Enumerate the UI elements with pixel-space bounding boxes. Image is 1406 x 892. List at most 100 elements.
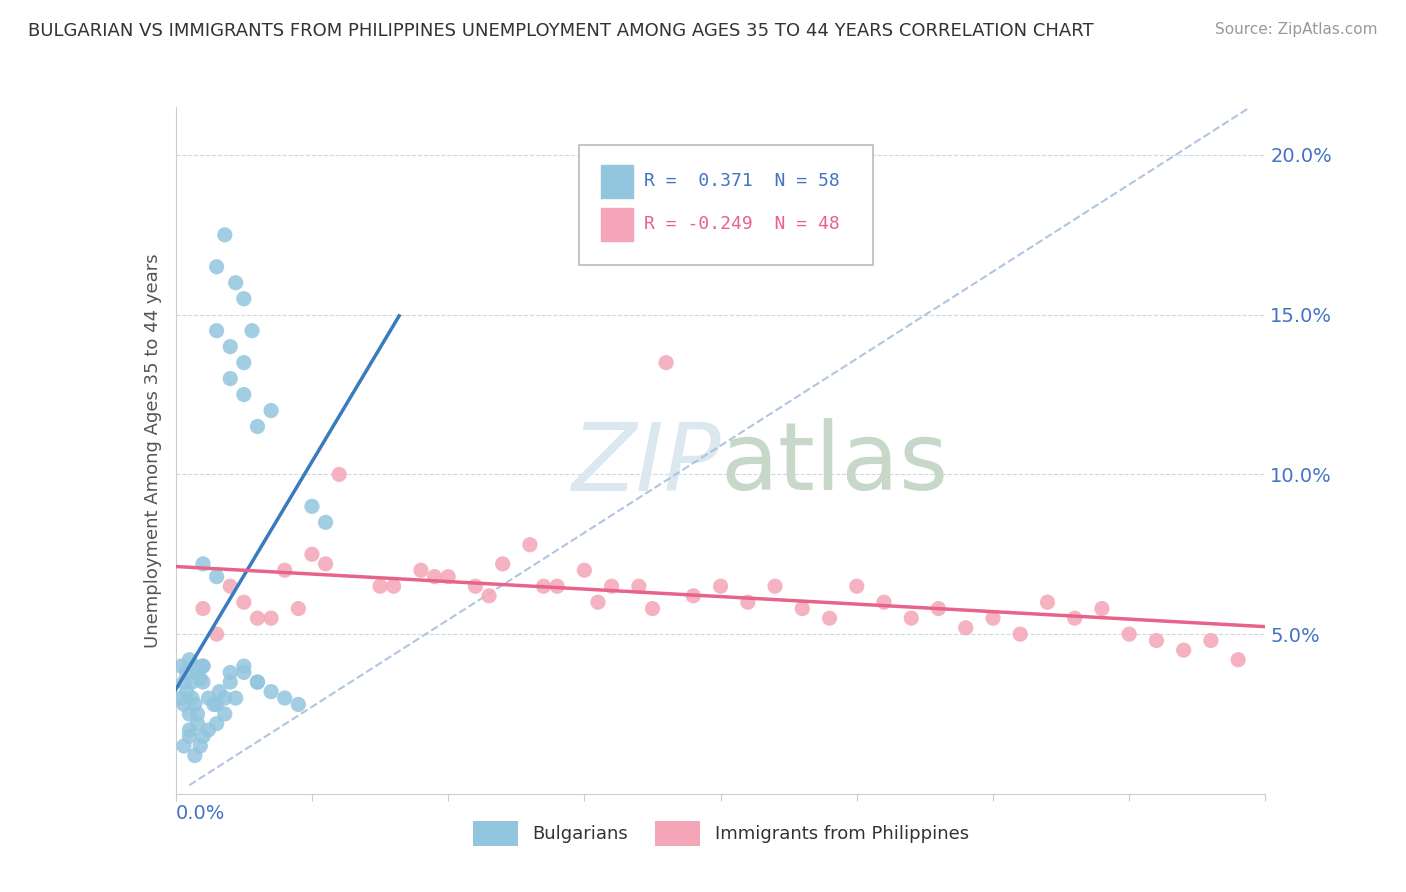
- Point: [627, 579, 650, 593]
- Point: [710, 579, 733, 593]
- Point: [763, 579, 786, 593]
- Point: [1173, 643, 1195, 657]
- Point: [191, 601, 214, 615]
- Point: [232, 665, 254, 680]
- Point: [1227, 653, 1250, 667]
- Point: [179, 653, 201, 667]
- Point: [219, 340, 242, 354]
- Point: [1091, 601, 1114, 615]
- Point: [737, 595, 759, 609]
- Point: [205, 569, 228, 583]
- Point: [202, 698, 225, 712]
- Point: [191, 659, 214, 673]
- Point: [519, 538, 541, 552]
- Point: [1063, 611, 1085, 625]
- Point: [232, 356, 254, 370]
- Point: [179, 730, 201, 744]
- Point: [1144, 633, 1167, 648]
- Point: [315, 516, 337, 530]
- Point: [205, 324, 228, 338]
- Point: [437, 569, 460, 583]
- Point: [225, 276, 247, 290]
- Point: [191, 659, 214, 673]
- Point: [287, 601, 309, 615]
- Point: [301, 547, 323, 561]
- Point: [845, 579, 868, 593]
- Point: [328, 467, 350, 482]
- Point: [873, 595, 896, 609]
- Point: [232, 595, 254, 609]
- Point: [240, 324, 263, 338]
- Point: [184, 698, 207, 712]
- Text: R = -0.249  N = 48: R = -0.249 N = 48: [644, 216, 839, 234]
- Point: [214, 706, 236, 721]
- Bar: [600, 208, 634, 241]
- Point: [188, 739, 211, 753]
- Point: [928, 601, 950, 615]
- Point: [900, 611, 922, 625]
- Point: [186, 706, 209, 721]
- Point: [274, 563, 297, 577]
- Point: [173, 739, 195, 753]
- Point: [1199, 633, 1222, 648]
- Point: [173, 698, 195, 712]
- Point: [181, 691, 204, 706]
- Point: [301, 500, 323, 514]
- Point: [181, 675, 204, 690]
- Point: [219, 665, 242, 680]
- Point: [955, 621, 977, 635]
- Point: [246, 611, 269, 625]
- Point: [219, 371, 242, 385]
- Point: [205, 698, 228, 712]
- Text: Source: ZipAtlas.com: Source: ZipAtlas.com: [1215, 22, 1378, 37]
- Point: [260, 403, 283, 417]
- Point: [574, 563, 596, 577]
- Point: [214, 227, 236, 242]
- Point: [219, 579, 242, 593]
- Point: [188, 672, 211, 686]
- Bar: [600, 165, 634, 198]
- Point: [186, 716, 209, 731]
- Point: [197, 723, 219, 737]
- Point: [208, 684, 231, 698]
- Point: [478, 589, 501, 603]
- Point: [641, 601, 664, 615]
- Point: [179, 706, 201, 721]
- Point: [205, 627, 228, 641]
- Point: [176, 684, 198, 698]
- Point: [315, 557, 337, 571]
- Text: R =  0.371  N = 58: R = 0.371 N = 58: [644, 172, 839, 190]
- Point: [818, 611, 841, 625]
- Point: [533, 579, 555, 593]
- Point: [173, 675, 195, 690]
- Text: 0.0%: 0.0%: [176, 805, 225, 823]
- Point: [197, 691, 219, 706]
- Point: [600, 579, 623, 593]
- Point: [246, 675, 269, 690]
- Point: [682, 589, 704, 603]
- Point: [232, 387, 254, 401]
- Point: [246, 419, 269, 434]
- Point: [981, 611, 1004, 625]
- Point: [423, 569, 446, 583]
- Point: [191, 557, 214, 571]
- Point: [170, 691, 193, 706]
- Point: [586, 595, 609, 609]
- Point: [792, 601, 814, 615]
- Point: [274, 691, 297, 706]
- Point: [179, 723, 201, 737]
- Point: [546, 579, 568, 593]
- Point: [1118, 627, 1140, 641]
- Point: [1036, 595, 1059, 609]
- FancyBboxPatch shape: [579, 145, 873, 265]
- Point: [246, 675, 269, 690]
- Text: BULGARIAN VS IMMIGRANTS FROM PHILIPPINES UNEMPLOYMENT AMONG AGES 35 TO 44 YEARS : BULGARIAN VS IMMIGRANTS FROM PHILIPPINES…: [28, 22, 1094, 40]
- Legend: Bulgarians, Immigrants from Philippines: Bulgarians, Immigrants from Philippines: [465, 814, 976, 854]
- Point: [492, 557, 515, 571]
- Text: atlas: atlas: [721, 418, 949, 510]
- Point: [260, 611, 283, 625]
- Y-axis label: Unemployment Among Ages 35 to 44 years: Unemployment Among Ages 35 to 44 years: [143, 253, 162, 648]
- Point: [225, 691, 247, 706]
- Point: [176, 665, 198, 680]
- Point: [464, 579, 486, 593]
